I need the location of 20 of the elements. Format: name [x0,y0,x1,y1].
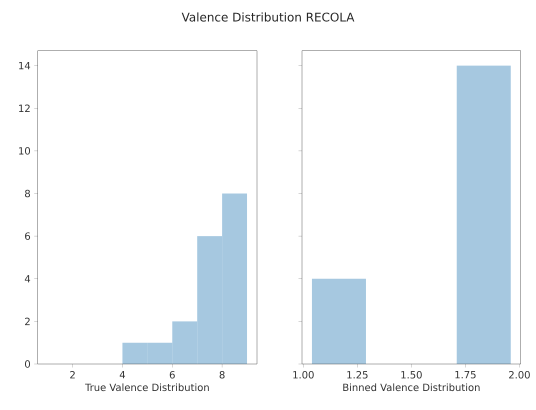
chart-title: Valence Distribution RECOLA [182,12,354,22]
x-axis-title: Binned Valence Distribution [343,383,480,392]
x-axis-title: True Valence Distribution [85,383,209,392]
y-tick-label: 6 [25,232,30,240]
y-tick-label: 14 [19,62,30,70]
x-tick-label: 2 [70,371,75,378]
x-tick-label: 6 [170,371,175,379]
x-tick-label: 1.75 [455,371,476,378]
y-tick-label: 0 [24,360,30,368]
x-tick-label: 4 [120,371,126,378]
y-tick-label: 2 [25,318,30,326]
y-tick-label: 4 [24,275,30,282]
y-tick-label: 10 [19,147,30,155]
x-tick-label: 1.50 [401,371,422,379]
x-tick-label: 8 [220,371,225,379]
x-tick-label: 2.00 [509,371,530,379]
y-tick-label: 8 [25,190,30,198]
y-tick-label: 12 [19,104,30,112]
x-tick-label: 1.25 [347,371,368,379]
x-tick-label: 1.00 [293,371,314,379]
